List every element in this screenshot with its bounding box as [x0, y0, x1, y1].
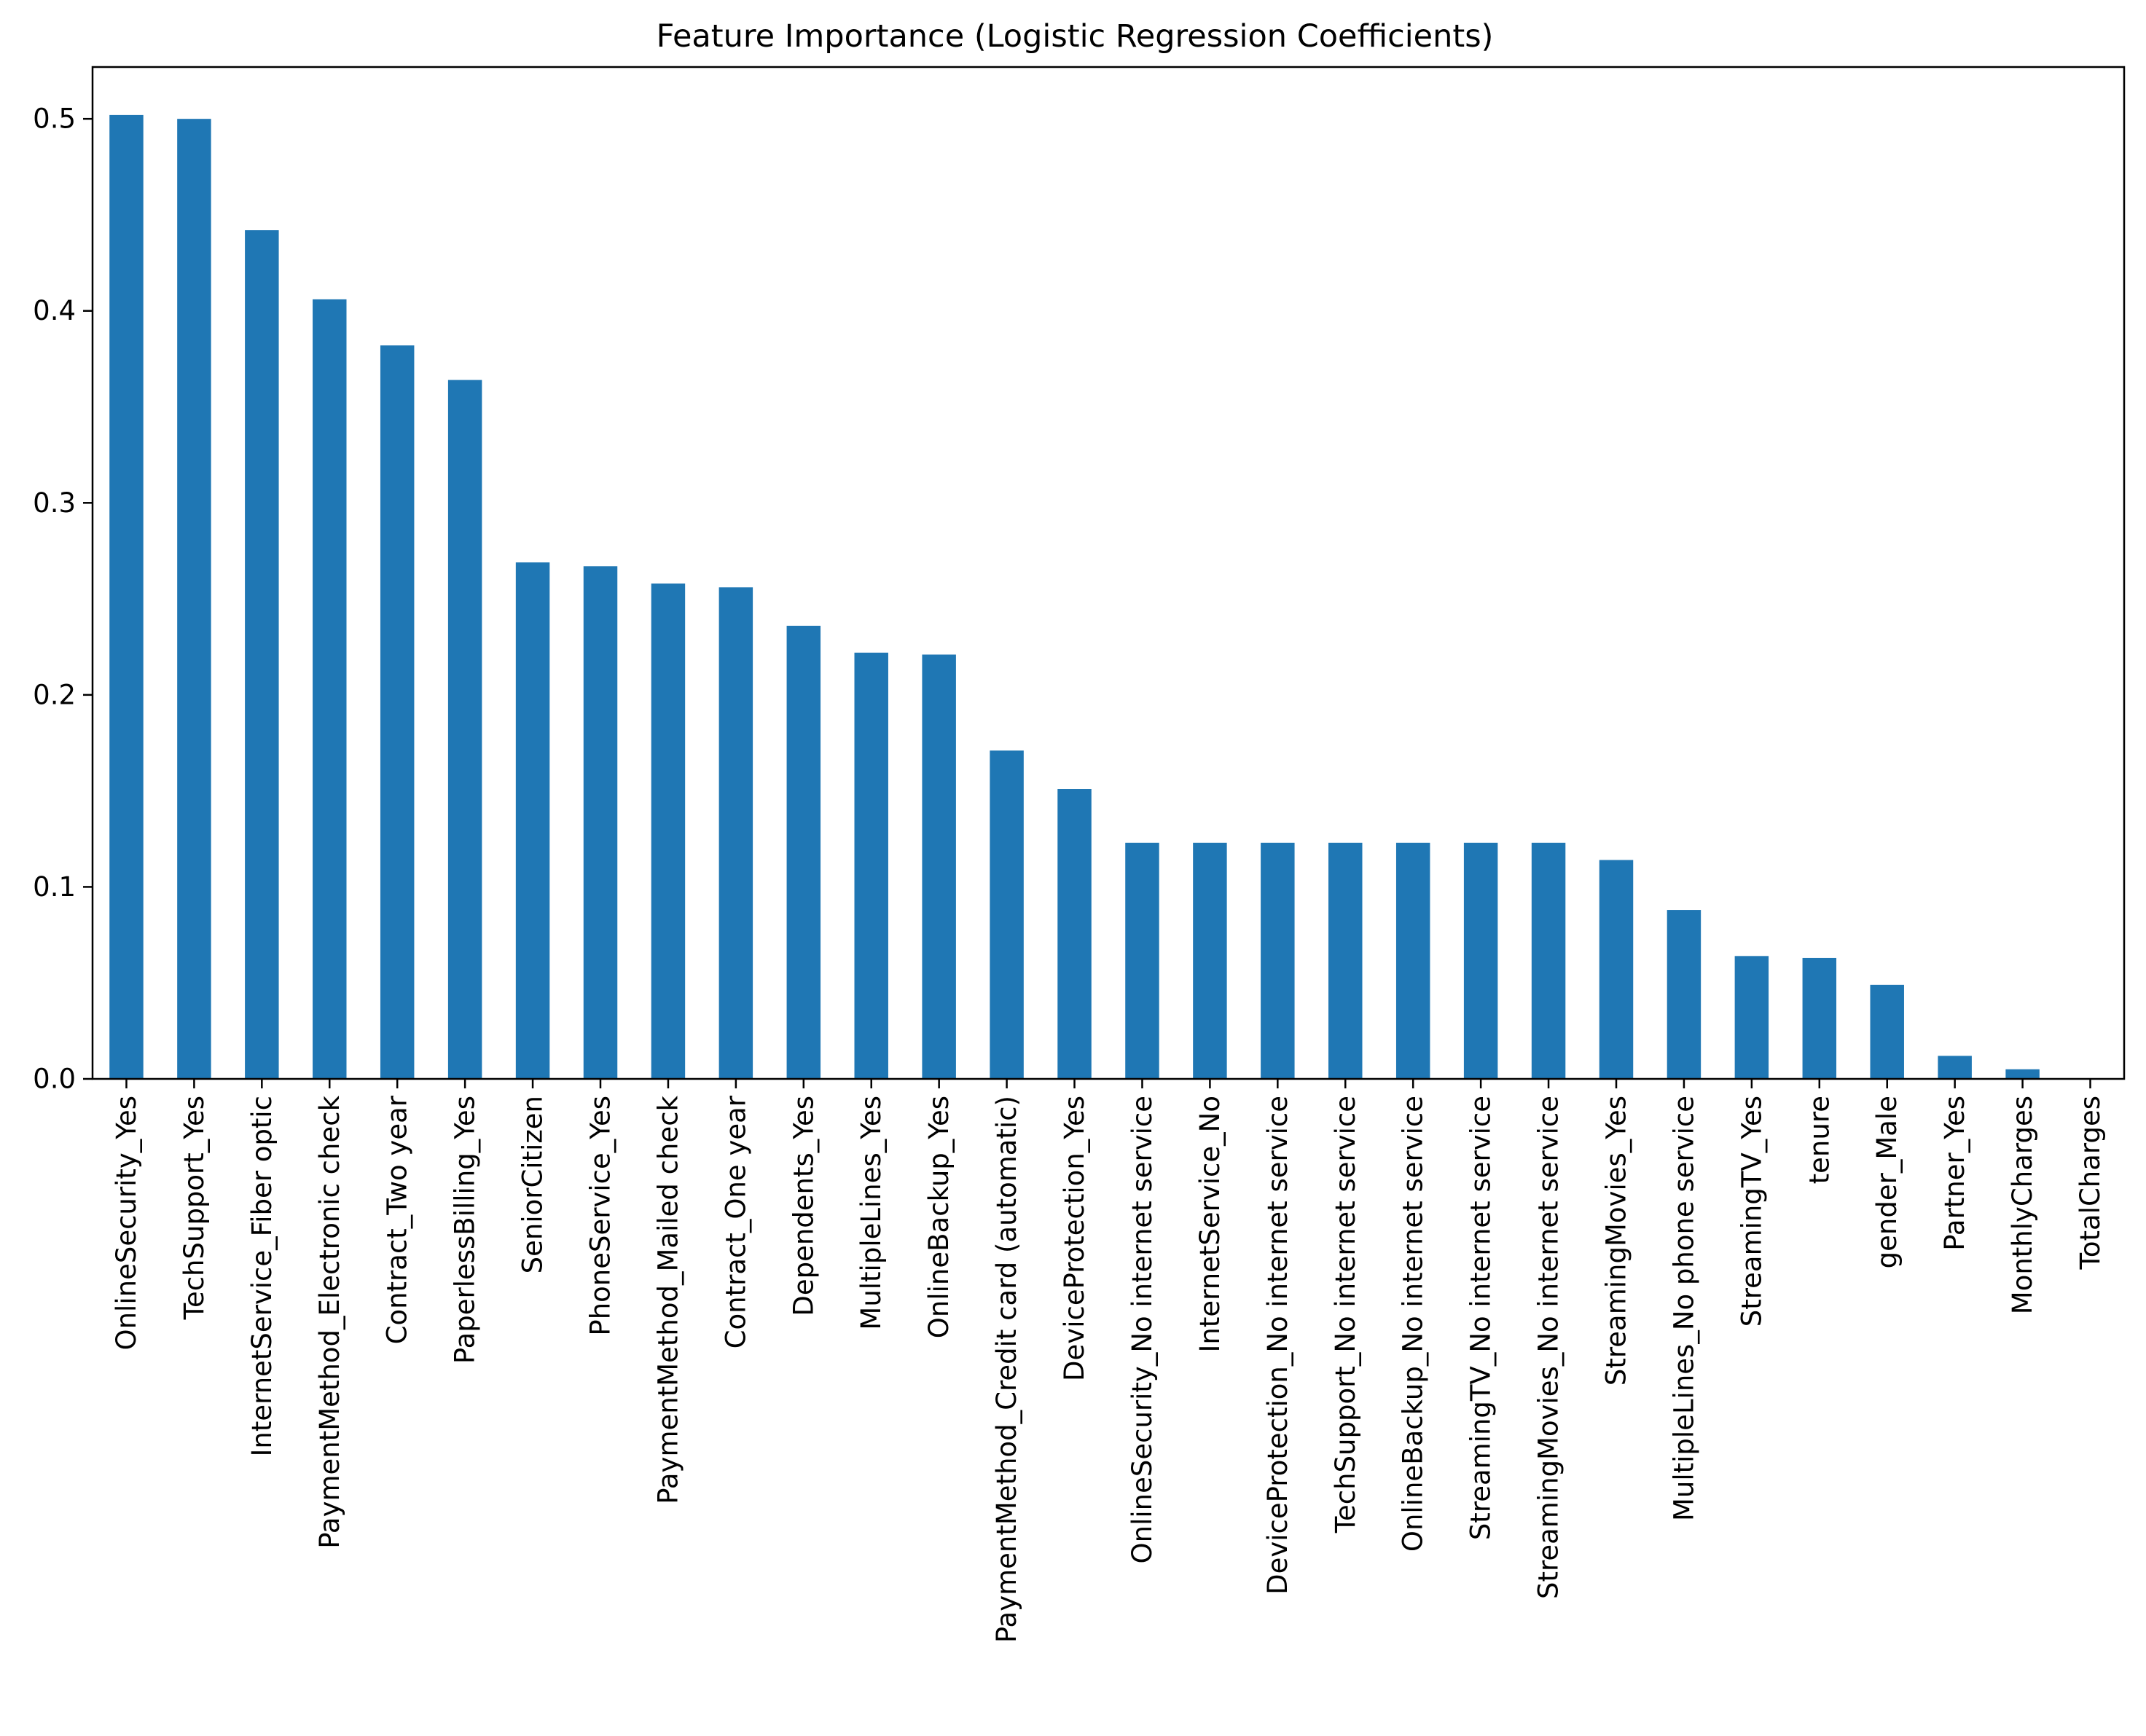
x-tick-label: PaymentMethod_Mailed check: [652, 1095, 684, 1504]
plot-frame: [91, 66, 2126, 1080]
x-tick-label: StreamingTV_Yes: [1736, 1096, 1767, 1327]
x-tick-label: InternetService_No: [1194, 1096, 1226, 1352]
bar-21: [1463, 842, 1498, 1079]
x-tick-label: MonthlyCharges: [2007, 1096, 2038, 1314]
x-tick-label: Partner_Yes: [1939, 1096, 1970, 1251]
bar-18: [1261, 842, 1295, 1079]
bar-24: [1667, 910, 1701, 1079]
bar-7: [515, 562, 550, 1079]
x-tick-label: MultipleLines_Yes: [855, 1096, 887, 1330]
bar-5: [380, 345, 415, 1079]
bar-4: [313, 299, 347, 1079]
x-tick-label: TechSupport_Yes: [179, 1096, 210, 1320]
x-tick-label: PaperlessBilling_Yes: [450, 1096, 481, 1364]
bar-13: [922, 654, 956, 1079]
bar-25: [1734, 956, 1769, 1079]
x-tick-label: Contract_One year: [720, 1095, 751, 1348]
bar-14: [990, 750, 1024, 1079]
bar-8: [583, 566, 618, 1079]
bar-12: [854, 652, 888, 1079]
x-tick-label: DeviceProtection_No internet service: [1262, 1096, 1293, 1595]
bar-11: [786, 625, 821, 1079]
bar-16: [1125, 842, 1159, 1079]
x-tick-label: StreamingTV_No internet service: [1465, 1096, 1497, 1540]
x-tick-label: OnlineBackup_Yes: [923, 1096, 955, 1338]
x-tick-label: StreamingMovies_No internet service: [1533, 1096, 1565, 1599]
x-tick-label: PhoneService_Yes: [585, 1096, 616, 1336]
chart-title: Feature Importance (Logistic Regression …: [657, 18, 1494, 55]
bar-27: [1870, 984, 1904, 1079]
y-tick-label: 0.2: [33, 679, 76, 710]
bar-1: [109, 114, 144, 1079]
x-tick-label: PaymentMethod_Credit card (automatic): [991, 1096, 1022, 1643]
x-tick-label: SeniorCitizen: [517, 1096, 549, 1273]
bar-6: [447, 380, 482, 1079]
y-tick-label: 0.3: [33, 487, 76, 519]
x-tick-label: OnlineBackup_No internet service: [1398, 1096, 1429, 1552]
y-tick-label: 0.1: [33, 871, 76, 903]
bar-23: [1599, 860, 1634, 1079]
bar-19: [1328, 842, 1363, 1079]
bar-22: [1531, 842, 1566, 1079]
x-tick-label: Contract_Two year: [382, 1095, 413, 1344]
bar-29: [2005, 1069, 2040, 1079]
x-axis: OnlineSecurity_Yes TechSupport_Yes Interne…: [111, 1079, 2106, 1643]
bar-20: [1395, 842, 1430, 1079]
y-axis: 0.0 0.1 0.2 0.3 0.4 0.5: [33, 103, 93, 1095]
x-tick-label: TechSupport_No internet service: [1330, 1096, 1361, 1533]
x-tick-label: DeviceProtection_Yes: [1059, 1096, 1090, 1381]
x-tick-label: gender_Male: [1871, 1096, 1903, 1268]
y-tick-label: 0.5: [33, 103, 76, 135]
bar-28: [1938, 1056, 1972, 1079]
x-tick-label: InternetService_Fiber optic: [246, 1096, 278, 1457]
x-tick-label: OnlineSecurity_Yes: [111, 1096, 142, 1351]
x-tick-label: Dependents_Yes: [788, 1096, 819, 1316]
x-tick-label: StreamingMovies_Yes: [1601, 1096, 1632, 1386]
x-tick-label: TotalCharges: [2075, 1096, 2106, 1270]
bars-group: [109, 114, 2107, 1080]
bar-2: [177, 119, 211, 1079]
x-tick-label: MultipleLines_No phone service: [1668, 1096, 1699, 1521]
x-tick-label: OnlineSecurity_No internet service: [1127, 1096, 1158, 1563]
bar-15: [1057, 789, 1092, 1079]
x-tick-label: PaymentMethod_Electronic check: [314, 1095, 345, 1548]
y-tick-label: 0.4: [33, 295, 76, 326]
bar-3: [245, 230, 279, 1080]
bar-17: [1193, 842, 1227, 1079]
y-tick-label: 0.0: [33, 1064, 76, 1095]
x-tick-label: tenure: [1804, 1096, 1835, 1184]
bar-26: [1802, 957, 1837, 1079]
bar-10: [718, 587, 753, 1079]
bar-9: [651, 583, 686, 1079]
